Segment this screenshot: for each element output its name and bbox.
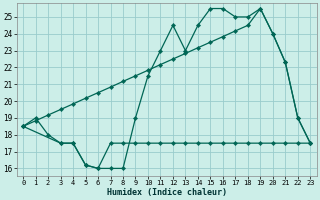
- X-axis label: Humidex (Indice chaleur): Humidex (Indice chaleur): [107, 188, 227, 197]
